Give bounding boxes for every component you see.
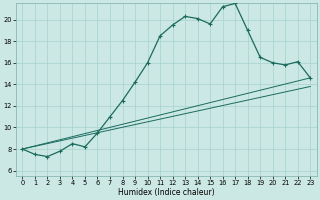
X-axis label: Humidex (Indice chaleur): Humidex (Indice chaleur) — [118, 188, 215, 197]
